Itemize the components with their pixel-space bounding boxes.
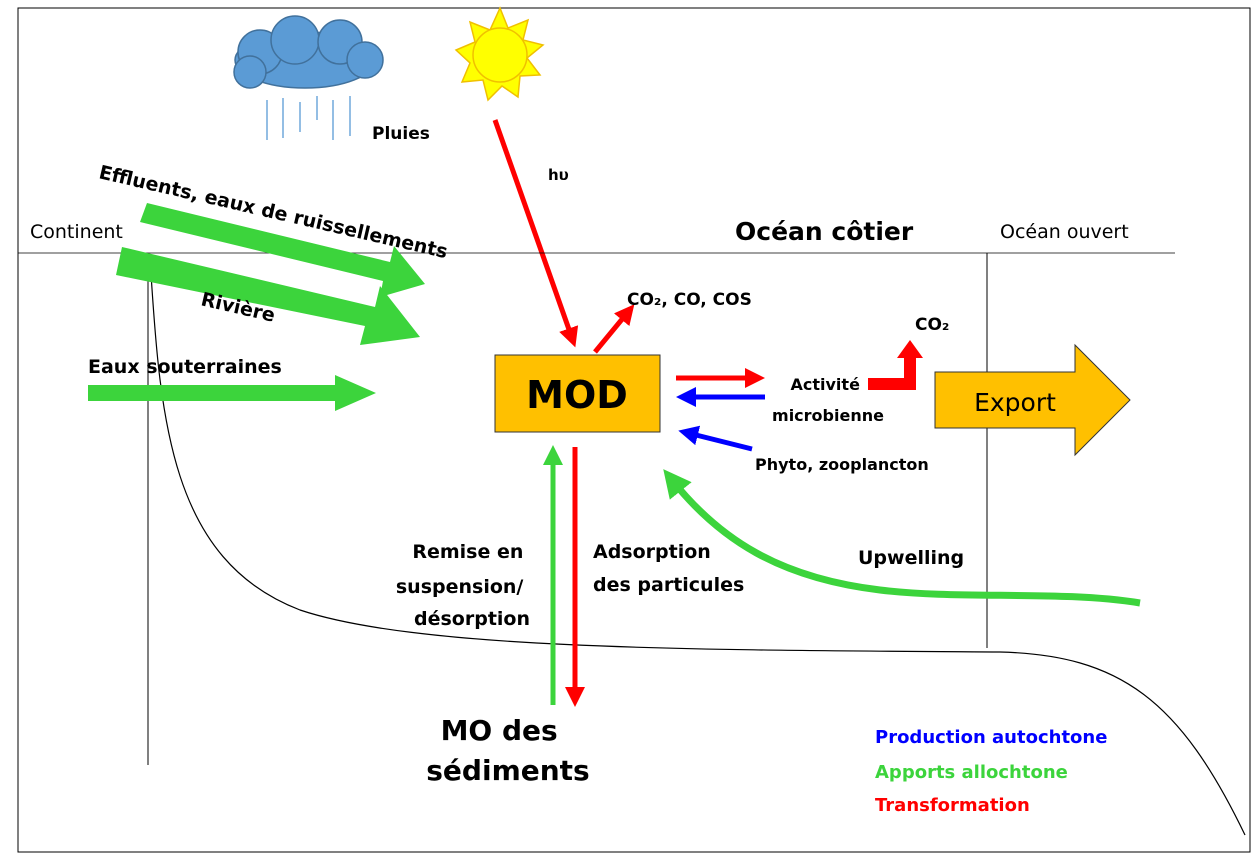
microbial-label: Activité microbienne	[772, 375, 884, 425]
light-label: hυ	[548, 166, 569, 184]
upwelling-label: Upwelling	[858, 547, 964, 569]
export-label: Export	[974, 388, 1056, 417]
photo-arrow	[595, 312, 628, 352]
cloud	[234, 16, 383, 88]
plankton-arrow	[688, 433, 752, 449]
respiration-arrow	[868, 355, 910, 384]
groundwater-label: Eaux souterraines	[88, 356, 282, 378]
groundwater-arrow	[88, 375, 376, 411]
plankton-label: Phyto, zooplancton	[755, 455, 929, 474]
legend-entry: Transformation	[875, 795, 1030, 816]
co2-label: CO₂	[915, 315, 949, 335]
mod-label: MOD	[526, 373, 628, 417]
legend-entry: Apports allochtone	[875, 762, 1068, 783]
diagram: Pluies hυ Continent Océan côtier Océan o…	[0, 0, 1255, 859]
photo-products-label: CO₂, CO, COS	[627, 290, 752, 310]
light-arrow	[495, 120, 572, 338]
open-ocean-label: Océan ouvert	[1000, 221, 1129, 243]
resuspension-label: Remise en suspension/ désorption	[396, 541, 530, 630]
sediments-label: MO des sédiments	[426, 714, 589, 787]
legend-entry: Production autochtone	[875, 727, 1107, 748]
continent-label: Continent	[30, 221, 123, 243]
rain-label: Pluies	[372, 124, 430, 144]
coastal-ocean-label: Océan côtier	[735, 217, 914, 246]
rain	[267, 96, 350, 140]
respiration-head	[897, 340, 923, 358]
sun	[456, 8, 543, 100]
adsorption-label: Adsorption des particules	[593, 541, 744, 596]
